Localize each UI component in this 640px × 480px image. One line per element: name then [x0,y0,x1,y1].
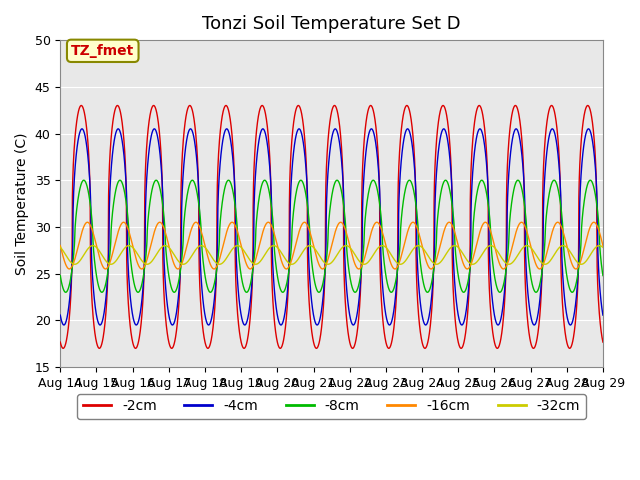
Y-axis label: Soil Temperature (C): Soil Temperature (C) [15,132,29,275]
Text: TZ_fmet: TZ_fmet [71,44,134,58]
Title: Tonzi Soil Temperature Set D: Tonzi Soil Temperature Set D [202,15,461,33]
X-axis label: Time: Time [315,396,349,409]
Legend: -2cm, -4cm, -8cm, -16cm, -32cm: -2cm, -4cm, -8cm, -16cm, -32cm [77,394,586,419]
